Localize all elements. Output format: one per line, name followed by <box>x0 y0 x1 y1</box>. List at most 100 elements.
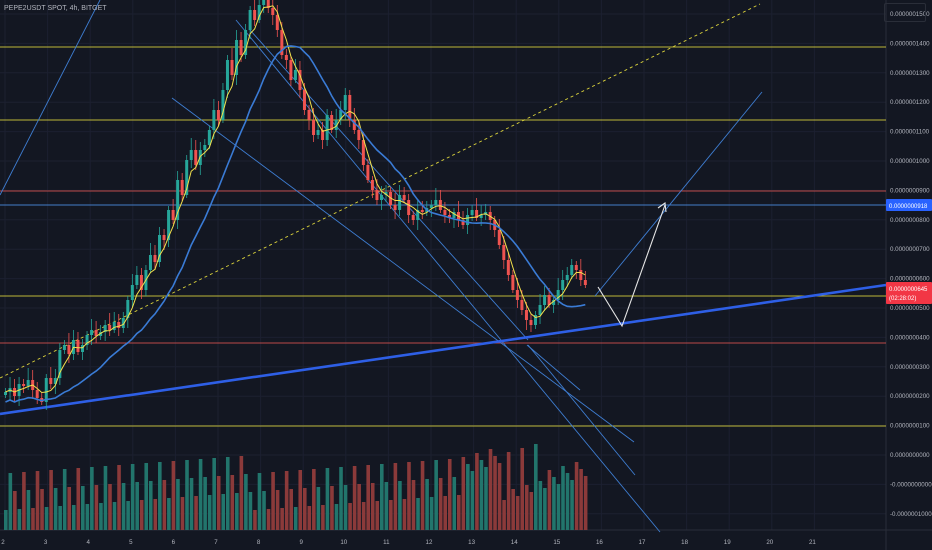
candle-body[interactable] <box>280 30 284 55</box>
candle-body[interactable] <box>207 130 211 145</box>
candle-body[interactable] <box>393 205 397 210</box>
trend-line[interactable] <box>0 0 101 196</box>
candle-body[interactable] <box>284 55 288 60</box>
candle-body[interactable] <box>452 212 456 218</box>
candle-body[interactable] <box>121 318 125 328</box>
candle-body[interactable] <box>239 40 243 55</box>
candle-body[interactable] <box>524 310 528 320</box>
candle-body[interactable] <box>520 300 524 310</box>
candle-body[interactable] <box>366 165 370 180</box>
candle-body[interactable] <box>53 378 57 384</box>
trend-line[interactable] <box>527 344 636 476</box>
candle-body[interactable] <box>162 235 166 240</box>
candle-body[interactable] <box>4 392 7 395</box>
candle-body[interactable] <box>58 350 62 378</box>
candle-body[interactable] <box>339 110 343 120</box>
candle-body[interactable] <box>538 305 542 315</box>
candle-body[interactable] <box>203 145 207 150</box>
trend-line[interactable] <box>526 344 581 391</box>
candle-body[interactable] <box>130 285 134 300</box>
candle-body[interactable] <box>298 70 302 90</box>
candle-body[interactable] <box>583 280 587 285</box>
candle-body[interactable] <box>171 210 175 220</box>
candle-body[interactable] <box>402 195 406 200</box>
candle-body[interactable] <box>561 280 565 290</box>
candle-body[interactable] <box>158 235 162 262</box>
trend-line[interactable] <box>171 97 635 443</box>
candle-body[interactable] <box>189 150 193 160</box>
candle-body[interactable] <box>325 115 329 140</box>
candle-body[interactable] <box>411 215 415 220</box>
candle-body[interactable] <box>429 205 433 208</box>
candle-body[interactable] <box>85 335 89 345</box>
candle-body[interactable] <box>225 60 229 90</box>
candle-body[interactable] <box>547 295 551 305</box>
candle-body[interactable] <box>117 322 121 328</box>
candle-body[interactable] <box>420 210 424 212</box>
candle-body[interactable] <box>135 275 139 285</box>
trend-line[interactable] <box>594 91 763 297</box>
candle-body[interactable] <box>103 325 107 332</box>
candle-body[interactable] <box>352 120 356 130</box>
candle-body[interactable] <box>275 15 279 30</box>
candle-body[interactable] <box>556 290 560 300</box>
candle-body[interactable] <box>90 330 94 335</box>
candle-body[interactable] <box>470 210 474 215</box>
candle-body[interactable] <box>44 378 48 402</box>
candle-body[interactable] <box>126 300 130 318</box>
projection-path[interactable] <box>597 204 666 328</box>
candle-body[interactable] <box>529 320 533 325</box>
candle-body[interactable] <box>148 255 152 270</box>
candle-body[interactable] <box>506 260 510 275</box>
candle-body[interactable] <box>375 190 379 200</box>
price-scale-settings-box[interactable] <box>884 3 926 22</box>
candle-body[interactable] <box>139 275 143 290</box>
candle-body[interactable] <box>94 330 98 336</box>
candle-body[interactable] <box>407 200 411 215</box>
candle-body[interactable] <box>153 255 157 262</box>
candle-body[interactable] <box>511 275 515 290</box>
candle-body[interactable] <box>81 345 85 352</box>
candle-body[interactable] <box>379 195 383 200</box>
candle-body[interactable] <box>266 0 270 8</box>
candle-body[interactable] <box>108 325 112 330</box>
candle-body[interactable] <box>26 380 30 386</box>
candle-body[interactable] <box>316 130 320 135</box>
candle-body[interactable] <box>348 95 352 120</box>
candle-body[interactable] <box>167 210 171 240</box>
candle-body[interactable] <box>466 215 470 225</box>
candle-body[interactable] <box>216 110 220 120</box>
candle-body[interactable] <box>334 120 338 130</box>
candle-body[interactable] <box>461 220 465 225</box>
candle-body[interactable] <box>212 110 216 130</box>
candle-body[interactable] <box>357 130 361 140</box>
candle-body[interactable] <box>438 200 442 210</box>
candle-body[interactable] <box>312 120 316 135</box>
candle-body[interactable] <box>293 70 297 80</box>
candle-body[interactable] <box>49 378 53 384</box>
candle-body[interactable] <box>447 215 451 218</box>
candle-body[interactable] <box>22 384 26 386</box>
candle-body[interactable] <box>543 295 547 305</box>
candle-body[interactable] <box>62 345 66 350</box>
trend-line[interactable] <box>249 29 529 341</box>
candle-body[interactable] <box>35 390 39 398</box>
candle-body[interactable] <box>194 150 198 165</box>
candle-body[interactable] <box>479 215 483 218</box>
candle-body[interactable] <box>398 195 402 210</box>
candle-body[interactable] <box>343 95 347 110</box>
candle-body[interactable] <box>321 130 325 140</box>
candle-body[interactable] <box>475 210 479 218</box>
candle-body[interactable] <box>330 115 334 130</box>
candle-body[interactable] <box>515 290 519 300</box>
candle-body[interactable] <box>112 322 116 330</box>
candle-body[interactable] <box>574 265 578 270</box>
candle-body[interactable] <box>262 0 266 5</box>
candle-body[interactable] <box>67 345 71 354</box>
candle-body[interactable] <box>180 180 184 195</box>
candle-body[interactable] <box>579 270 583 280</box>
candle-body[interactable] <box>185 160 189 195</box>
candle-body[interactable] <box>497 230 501 245</box>
candle-body[interactable] <box>257 5 261 20</box>
